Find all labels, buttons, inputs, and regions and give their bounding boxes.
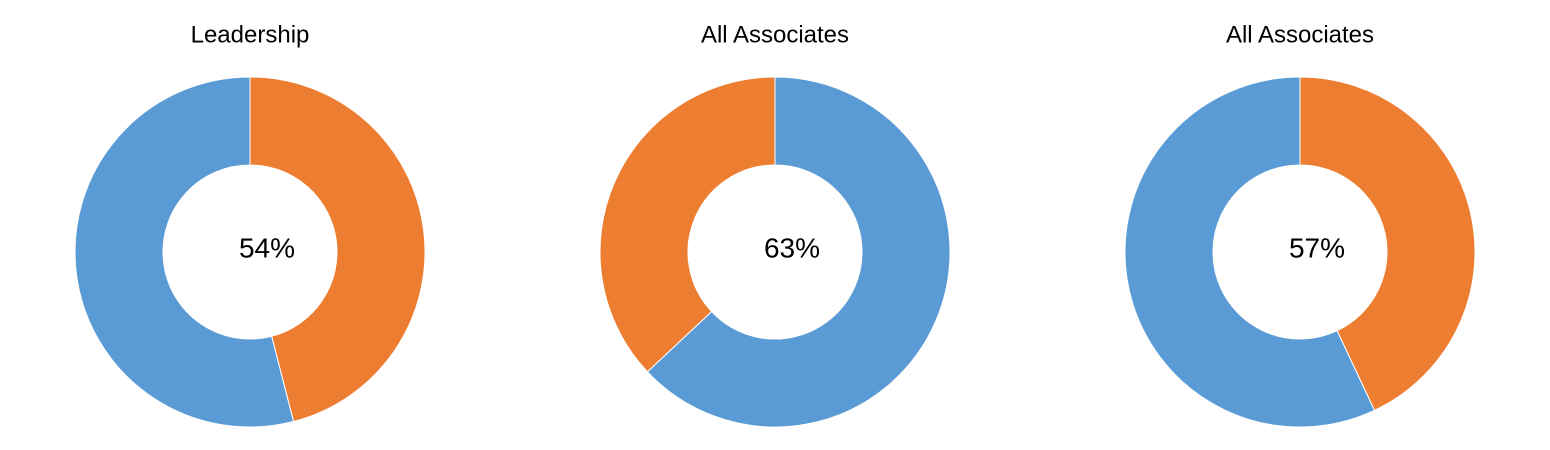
chart-title: Leadership xyxy=(191,21,310,48)
donut-segment xyxy=(1299,76,1476,412)
donut-segment xyxy=(646,76,951,428)
donut-segment xyxy=(74,76,295,428)
chart-title: All Associates xyxy=(1226,21,1374,48)
donut-segment xyxy=(599,76,776,373)
center-label: 57% xyxy=(1289,232,1345,263)
center-label: 63% xyxy=(764,232,820,263)
chart-title: All Associates xyxy=(701,21,849,48)
donut-segment xyxy=(249,76,426,423)
donut-segment xyxy=(1124,76,1376,428)
center-label: 54% xyxy=(239,232,295,263)
